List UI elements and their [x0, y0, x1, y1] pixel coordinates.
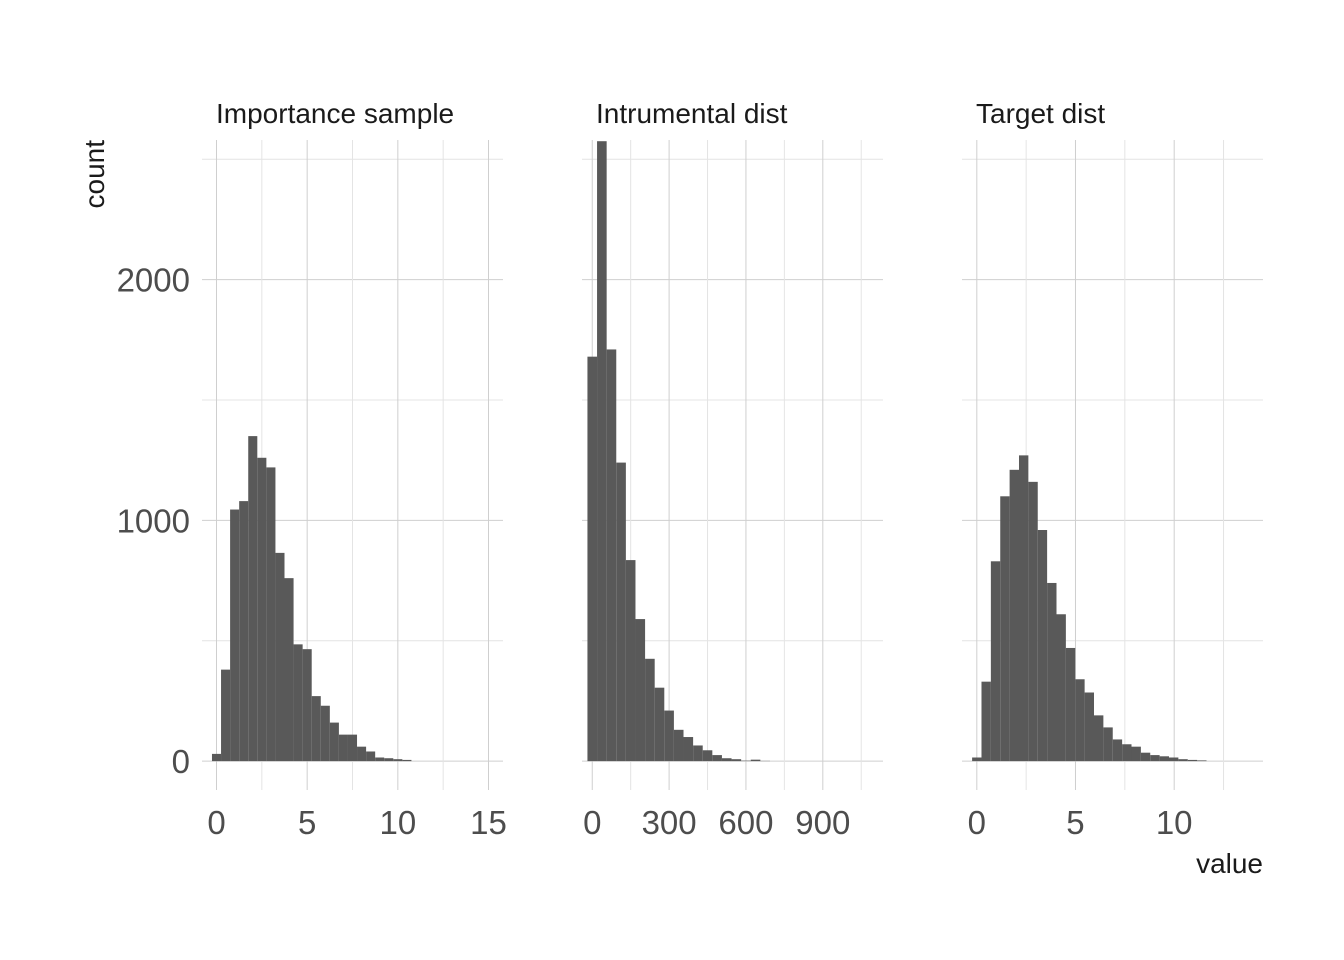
histogram-bar	[1000, 496, 1010, 762]
histogram-bar	[357, 746, 367, 762]
histogram-bar	[1047, 582, 1057, 762]
histogram-bar	[683, 737, 694, 762]
histogram-bar	[1187, 759, 1198, 762]
histogram-bar	[293, 644, 303, 762]
histogram-bar	[230, 509, 240, 762]
facet-panel: Target dist 0 5 10	[962, 98, 1263, 841]
histogram-bar	[1122, 744, 1132, 762]
histogram-bar	[1197, 760, 1207, 762]
histogram-bar	[1093, 715, 1104, 762]
x-tick-label: 600	[718, 804, 773, 841]
x-tick-label: 5	[298, 804, 316, 841]
x-tick-label: 0	[968, 804, 986, 841]
histogram-bar	[1103, 727, 1113, 762]
histogram-bar	[597, 141, 607, 762]
histogram-bar	[1018, 455, 1029, 762]
x-tick-label: 5	[1066, 804, 1084, 841]
facet-title: Importance sample	[216, 98, 454, 129]
histogram-bar	[673, 729, 684, 762]
histogram-bar	[990, 561, 1001, 762]
histogram-bar	[257, 457, 267, 762]
histogram-bar	[402, 759, 412, 762]
x-axis-title: value	[1196, 848, 1263, 879]
histogram-bar	[750, 759, 761, 762]
histogram-bar	[1009, 469, 1019, 762]
facet-title: Target dist	[976, 98, 1105, 129]
histogram-bar	[1056, 614, 1066, 762]
histogram-bar	[239, 501, 249, 762]
histogram-bar	[366, 751, 376, 762]
x-tick-label: 0	[207, 804, 225, 841]
histogram-bar	[393, 759, 403, 762]
histogram-bar	[347, 734, 358, 762]
histogram-bar	[635, 619, 646, 762]
histogram-bar	[221, 669, 231, 762]
facet-panels: Importance sample 0 5 10 15 Intrumental dist 0…	[202, 98, 1263, 841]
histogram-bar	[275, 552, 285, 762]
y-axis-tick-labels: 0 1000 2000	[117, 262, 190, 780]
y-tick-label: 1000	[117, 502, 190, 539]
histogram-bar	[329, 722, 339, 762]
histogram-bar	[384, 758, 394, 762]
histogram-bar	[1131, 746, 1141, 762]
histogram-bar	[1178, 759, 1188, 762]
histogram-bar	[606, 349, 617, 762]
facet-panel: Intrumental dist 0 300 600 900	[582, 98, 883, 841]
histogram-bar	[266, 467, 276, 762]
histogram-bar	[248, 436, 258, 762]
histogram-bar	[338, 734, 348, 762]
x-tick-label: 10	[379, 804, 416, 841]
x-tick-label: 10	[1156, 804, 1193, 841]
histogram-bar	[1065, 647, 1076, 762]
histogram-bar	[320, 705, 330, 762]
histogram-bar	[981, 681, 991, 762]
histogram-bar	[284, 578, 294, 762]
x-tick-label: 0	[583, 804, 601, 841]
histogram-bar	[211, 753, 222, 762]
histogram-bar	[1168, 757, 1179, 762]
histogram-bar	[625, 560, 636, 762]
histogram-bar	[311, 696, 321, 762]
histogram-bar	[1075, 679, 1085, 762]
facet-panel: Importance sample 0 5 10 15	[202, 98, 507, 841]
x-tick-label: 300	[642, 804, 697, 841]
histogram-bar	[1112, 739, 1123, 762]
histogram-bar	[645, 658, 655, 762]
facet-title: Intrumental dist	[596, 98, 788, 129]
histogram-bar	[654, 687, 665, 762]
histogram-bar	[972, 757, 982, 762]
histogram-bar	[731, 759, 742, 762]
histogram-bar	[1037, 530, 1048, 762]
histogram-bar	[1028, 481, 1038, 762]
histogram-bar	[721, 758, 732, 762]
histogram-bar	[1140, 752, 1151, 762]
x-tick-label: 15	[470, 804, 507, 841]
histogram-bar	[1150, 755, 1160, 762]
histogram-bar	[712, 755, 722, 762]
x-tick-label: 900	[795, 804, 850, 841]
histogram-bar	[1084, 692, 1094, 762]
histogram-bar	[1159, 756, 1169, 762]
histogram-bar	[664, 710, 674, 762]
y-axis-title: count	[79, 140, 110, 209]
histogram-bar	[702, 750, 713, 762]
histogram-bar	[693, 745, 703, 762]
histogram-bar	[616, 462, 626, 762]
y-tick-label: 0	[172, 743, 190, 780]
histogram-bar	[587, 356, 598, 762]
histogram-bar	[302, 649, 312, 762]
histogram-bar	[375, 757, 385, 762]
y-tick-label: 2000	[117, 262, 190, 299]
